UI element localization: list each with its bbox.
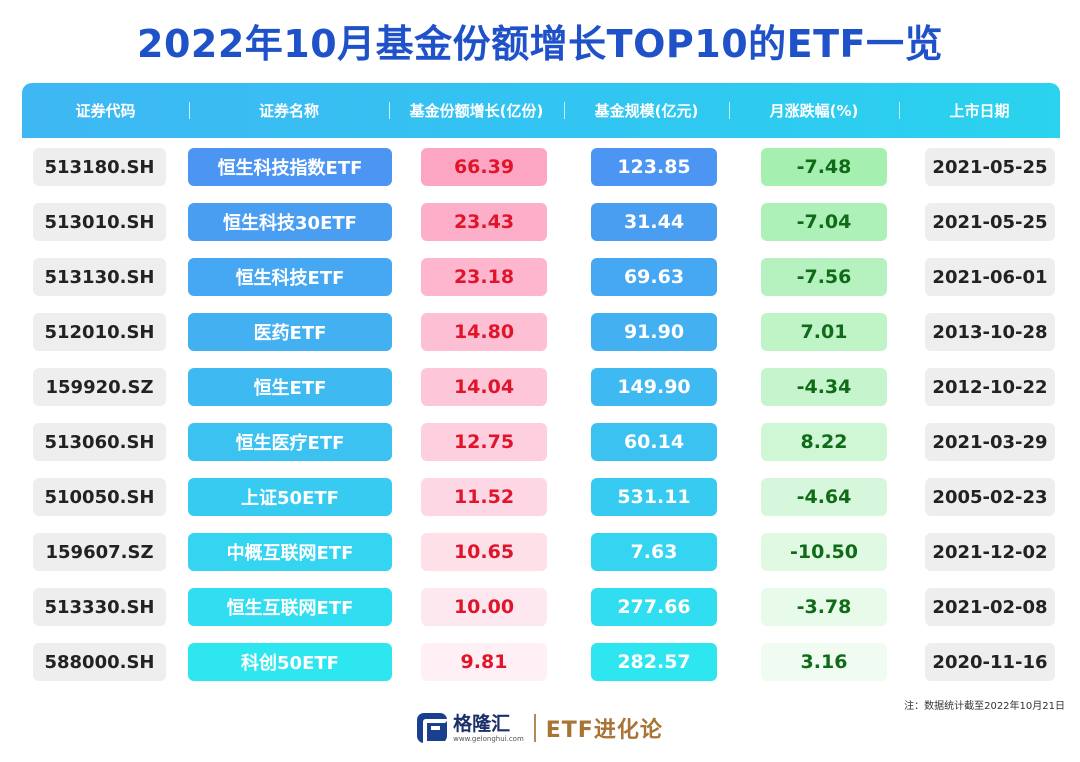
table-row: 510050.SH 上证50ETF 11.52 531.11 -4.64 2005-02-… bbox=[0, 470, 1080, 525]
date-cell: 2021-12-02 bbox=[925, 533, 1055, 571]
name-cell: 恒生医疗ETF bbox=[188, 423, 392, 461]
data-note: 注：数据统计截至2022年10月21日 bbox=[904, 701, 1065, 712]
change-cell: -10.50 bbox=[761, 533, 887, 571]
code-cell: 159607.SZ bbox=[33, 533, 166, 571]
header-scale: 基金规模(亿元) bbox=[564, 83, 729, 138]
growth-cell: 14.04 bbox=[421, 368, 547, 406]
date-cell: 2013-10-28 bbox=[925, 313, 1055, 351]
date-cell: 2012-10-22 bbox=[925, 368, 1055, 406]
growth-cell: 11.52 bbox=[421, 478, 547, 516]
date-cell: 2021-05-25 bbox=[925, 148, 1055, 186]
change-cell: 3.16 bbox=[761, 643, 887, 681]
name-cell: 恒生科技指数ETF bbox=[188, 148, 392, 186]
name-cell: 上证50ETF bbox=[188, 478, 392, 516]
logo-textbox: 格隆汇 www.gelonghui.com bbox=[453, 713, 524, 744]
table-header: 证券代码 证券名称 基金份额增长(亿份) 基金规模(亿元) 月涨跌幅(%) 上市… bbox=[22, 83, 1060, 138]
scale-cell: 282.57 bbox=[591, 643, 717, 681]
date-cell: 2020-11-16 bbox=[925, 643, 1055, 681]
growth-cell: 12.75 bbox=[421, 423, 547, 461]
scale-cell: 60.14 bbox=[591, 423, 717, 461]
change-cell: -7.04 bbox=[761, 203, 887, 241]
growth-cell: 10.65 bbox=[421, 533, 547, 571]
code-cell: 513130.SH bbox=[33, 258, 166, 296]
code-cell: 513180.SH bbox=[33, 148, 166, 186]
table-row: 513330.SH 恒生互联网ETF 10.00 277.66 -3.78 2021-02… bbox=[0, 580, 1080, 635]
scale-cell: 149.90 bbox=[591, 368, 717, 406]
change-cell: -4.34 bbox=[761, 368, 887, 406]
code-cell: 159920.SZ bbox=[33, 368, 166, 406]
name-cell: 恒生ETF bbox=[188, 368, 392, 406]
table-row: 512010.SH 医药ETF 14.80 91.90 7.01 2013-10-28 bbox=[0, 305, 1080, 360]
scale-cell: 277.66 bbox=[591, 588, 717, 626]
scale-cell: 91.90 bbox=[591, 313, 717, 351]
change-cell: -7.48 bbox=[761, 148, 887, 186]
code-cell: 513060.SH bbox=[33, 423, 166, 461]
table-row: 588000.SH 科创50ETF 9.81 282.57 3.16 2020-11-16 bbox=[0, 635, 1080, 690]
header-change: 月涨跌幅(%) bbox=[729, 83, 899, 138]
change-cell: 7.01 bbox=[761, 313, 887, 351]
header-growth: 基金份额增长(亿份) bbox=[389, 83, 564, 138]
name-cell: 中概互联网ETF bbox=[188, 533, 392, 571]
code-cell: 513010.SH bbox=[33, 203, 166, 241]
name-cell: 科创50ETF bbox=[188, 643, 392, 681]
change-cell: 8.22 bbox=[761, 423, 887, 461]
name-cell: 医药ETF bbox=[188, 313, 392, 351]
table-body: 513180.SH 恒生科技指数ETF 66.39 123.85 -7.48 2021-0… bbox=[0, 140, 1080, 690]
scale-cell: 31.44 bbox=[591, 203, 717, 241]
name-cell: 恒生科技ETF bbox=[188, 258, 392, 296]
logo-url: www.gelonghui.com bbox=[453, 734, 524, 743]
footer-divider bbox=[533, 714, 536, 742]
growth-cell: 14.80 bbox=[421, 313, 547, 351]
gelonghui-logo-icon bbox=[417, 713, 450, 745]
date-cell: 2021-06-01 bbox=[925, 258, 1055, 296]
date-cell: 2021-05-25 bbox=[925, 203, 1055, 241]
scale-cell: 123.85 bbox=[591, 148, 717, 186]
growth-cell: 66.39 bbox=[421, 148, 547, 186]
date-cell: 2021-02-08 bbox=[925, 588, 1055, 626]
change-cell: -7.56 bbox=[761, 258, 887, 296]
growth-cell: 10.00 bbox=[421, 588, 547, 626]
code-cell: 513330.SH bbox=[33, 588, 166, 626]
footer: 格隆汇 www.gelonghui.com ETF进化论 bbox=[0, 708, 1080, 748]
growth-cell: 9.81 bbox=[421, 643, 547, 681]
table-row: 513180.SH 恒生科技指数ETF 66.39 123.85 -7.48 2021-0… bbox=[0, 140, 1080, 195]
header-date: 上市日期 bbox=[899, 83, 1060, 138]
table-row: 159607.SZ 中概互联网ETF 10.65 7.63 -10.50 2021-12-… bbox=[0, 525, 1080, 580]
table-row: 513010.SH 恒生科技30ETF 23.43 31.44 -7.04 2021-05… bbox=[0, 195, 1080, 250]
date-cell: 2005-02-23 bbox=[925, 478, 1055, 516]
code-cell: 588000.SH bbox=[33, 643, 166, 681]
change-cell: -4.64 bbox=[761, 478, 887, 516]
code-cell: 512010.SH bbox=[33, 313, 166, 351]
name-cell: 恒生科技30ETF bbox=[188, 203, 392, 241]
table-row: 159920.SZ 恒生ETF 14.04 149.90 -4.34 2012-10-22 bbox=[0, 360, 1080, 415]
growth-cell: 23.18 bbox=[421, 258, 547, 296]
code-cell: 510050.SH bbox=[33, 478, 166, 516]
header-code: 证券代码 bbox=[75, 102, 136, 120]
page-title: 2022年10月基金份额增长TOP10的ETF一览 bbox=[137, 22, 943, 66]
scale-cell: 69.63 bbox=[591, 258, 717, 296]
brand-name: ETF进化论 bbox=[545, 718, 663, 743]
date-cell: 2021-03-29 bbox=[925, 423, 1055, 461]
name-cell: 恒生互联网ETF bbox=[188, 588, 392, 626]
table-row: 513130.SH 恒生科技ETF 23.18 69.63 -7.56 2021-06-0… bbox=[0, 250, 1080, 305]
logo-text: 格隆汇 bbox=[453, 712, 511, 735]
scale-cell: 7.63 bbox=[591, 533, 717, 571]
scale-cell: 531.11 bbox=[591, 478, 717, 516]
header-name: 证券名称 bbox=[189, 83, 389, 138]
table-row: 513060.SH 恒生医疗ETF 12.75 60.14 8.22 2021-03-29 bbox=[0, 415, 1080, 470]
change-cell: -3.78 bbox=[761, 588, 887, 626]
growth-cell: 23.43 bbox=[421, 203, 547, 241]
